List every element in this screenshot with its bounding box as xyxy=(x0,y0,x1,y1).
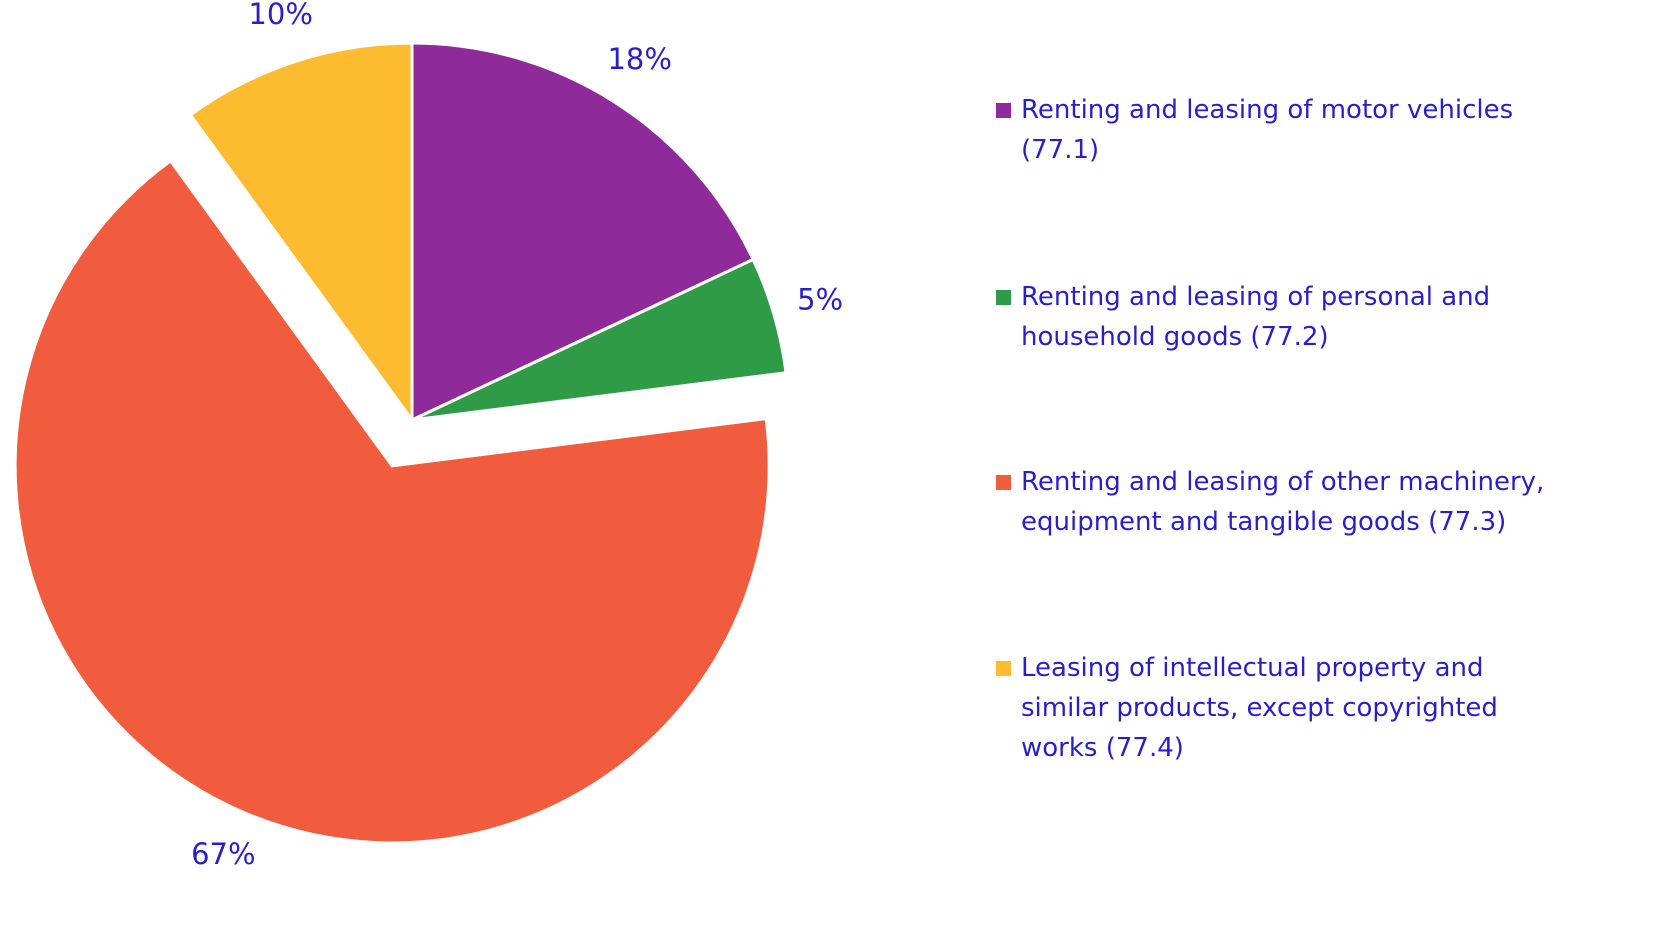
legend-label: Renting and leasing of other machinery, … xyxy=(1021,467,1545,537)
legend-swatch xyxy=(996,475,1011,490)
legend-item: Renting and leasing of other machinery, … xyxy=(996,462,1566,542)
pie-slice xyxy=(410,41,756,423)
legend-swatch xyxy=(996,290,1011,305)
legend-item: Renting and leasing of personal and hous… xyxy=(996,277,1566,357)
legend-swatch xyxy=(996,661,1011,676)
pie-slice xyxy=(411,257,788,422)
legend-swatch xyxy=(996,103,1011,118)
legend-item: Leasing of intellectual property and sim… xyxy=(996,648,1566,768)
data-label: 67% xyxy=(191,837,255,871)
legend-label: Leasing of intellectual property and sim… xyxy=(1021,653,1498,763)
legend-item: Renting and leasing of motor vehicles (7… xyxy=(996,90,1566,170)
pie-slice xyxy=(13,158,771,845)
data-label: 18% xyxy=(607,42,671,76)
data-label: 10% xyxy=(248,0,312,31)
data-label: 5% xyxy=(797,282,843,316)
pie-slice xyxy=(188,41,414,425)
legend-label: Renting and leasing of personal and hous… xyxy=(1021,282,1491,352)
legend-label: Renting and leasing of motor vehicles (7… xyxy=(1021,95,1514,165)
